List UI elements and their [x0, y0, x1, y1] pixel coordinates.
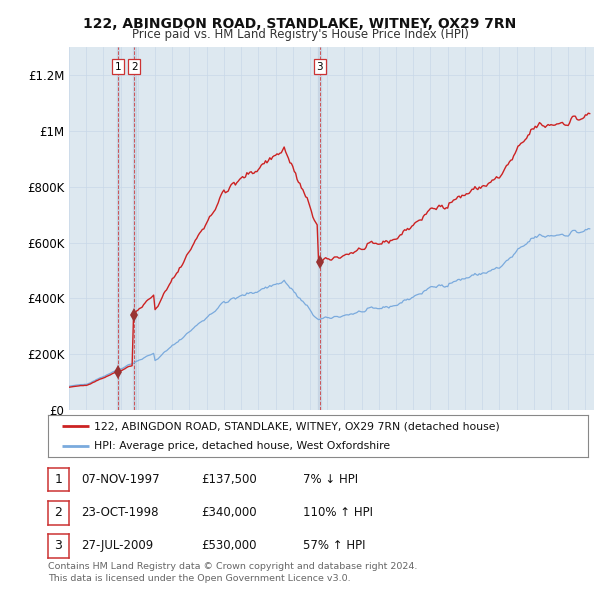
Text: 1: 1 — [115, 62, 121, 72]
Text: 122, ABINGDON ROAD, STANDLAKE, WITNEY, OX29 7RN (detached house): 122, ABINGDON ROAD, STANDLAKE, WITNEY, O… — [94, 421, 500, 431]
Text: 2: 2 — [55, 506, 62, 519]
Text: 110% ↑ HPI: 110% ↑ HPI — [303, 506, 373, 519]
Text: £340,000: £340,000 — [201, 506, 257, 519]
Text: 122, ABINGDON ROAD, STANDLAKE, WITNEY, OX29 7RN: 122, ABINGDON ROAD, STANDLAKE, WITNEY, O… — [83, 17, 517, 31]
Text: 2: 2 — [131, 62, 138, 72]
Bar — [318, 47, 321, 410]
Text: 57% ↑ HPI: 57% ↑ HPI — [303, 539, 365, 552]
Text: 7% ↓ HPI: 7% ↓ HPI — [303, 473, 358, 486]
Text: 3: 3 — [55, 539, 62, 552]
Text: 23-OCT-1998: 23-OCT-1998 — [81, 506, 158, 519]
Text: Price paid vs. HM Land Registry's House Price Index (HPI): Price paid vs. HM Land Registry's House … — [131, 28, 469, 41]
Text: HPI: Average price, detached house, West Oxfordshire: HPI: Average price, detached house, West… — [94, 441, 390, 451]
Text: 3: 3 — [316, 62, 323, 72]
Text: 07-NOV-1997: 07-NOV-1997 — [81, 473, 160, 486]
Text: £137,500: £137,500 — [201, 473, 257, 486]
Bar — [133, 47, 136, 410]
Text: £530,000: £530,000 — [201, 539, 257, 552]
Text: Contains HM Land Registry data © Crown copyright and database right 2024.
This d: Contains HM Land Registry data © Crown c… — [48, 562, 418, 583]
Bar — [116, 47, 119, 410]
Text: 1: 1 — [55, 473, 62, 486]
Text: 27-JUL-2009: 27-JUL-2009 — [81, 539, 153, 552]
